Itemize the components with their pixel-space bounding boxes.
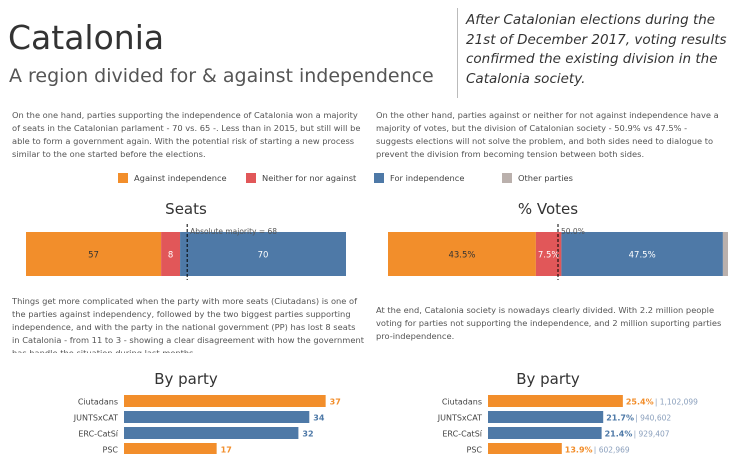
votes-chart: 43.5% 7.5% 47.5% 50.0% [388, 224, 728, 280]
party-seats-value-label-2: 32 [302, 430, 313, 439]
party-seats-value-label-1: 34 [313, 414, 325, 423]
legend-label: Other parties [518, 173, 573, 183]
party-seats-value-label-3: 17 [221, 446, 232, 454]
party-votes-bar-2 [488, 427, 602, 439]
party-votes-votes-label-2: | 929,407 [634, 430, 670, 439]
paragraph-votes-intro: On the other hand, parties against or ne… [376, 110, 719, 159]
legend: Against independence Neither for nor aga… [0, 173, 736, 187]
header-divider [457, 8, 458, 98]
party-votes-value-label-1: 21.7% [606, 414, 634, 423]
legend-item-against[interactable]: Against independence [118, 173, 227, 183]
by-party-seats-title: By party [154, 370, 218, 388]
paragraph-seats-intro: On the one hand, parties supporting the … [12, 110, 361, 159]
party-votes-value-label-2: 21.4% [605, 430, 633, 439]
party-votes-bar-3 [488, 443, 562, 454]
party-votes-value-label-0: 25.4% [626, 398, 654, 407]
paragraph-by-party-seats: Things get more complicated when the par… [12, 296, 364, 353]
votes-label-0: 43.5% [448, 251, 475, 261]
party-seats-category-label-1: JUNTSxCAT [73, 414, 118, 423]
party-seats-bar-2 [124, 427, 299, 439]
party-votes-category-label-1: JUNTSxCAT [437, 414, 482, 423]
party-votes-category-label-0: Ciutadans [442, 398, 482, 407]
legend-swatch-against [118, 173, 128, 183]
legend-item-neither[interactable]: Neither for nor against [246, 173, 356, 183]
votes-reference-label: 50.0% [561, 227, 585, 236]
paragraph-by-party-votes: At the end, Catalonia society is nowaday… [376, 305, 722, 341]
party-seats-value-label-0: 37 [330, 398, 341, 407]
seats-label-2: 70 [258, 251, 269, 261]
votes-segment-2 [561, 232, 723, 276]
votes-segment-1 [535, 232, 562, 276]
legend-swatch-other [502, 173, 512, 183]
party-votes-value-label-3: 13.9% [565, 446, 593, 454]
party-seats-category-label-3: PSC [103, 446, 119, 454]
seats-segment-0 [26, 232, 162, 276]
legend-label: For independence [390, 173, 465, 183]
legend-label: Against independence [134, 173, 227, 183]
party-seats-bar-0 [124, 395, 326, 407]
by-party-votes-title: By party [516, 370, 580, 388]
party-votes-votes-label-1: | 940,602 [635, 414, 671, 423]
party-votes-votes-label-0: | 1,102,099 [655, 398, 698, 407]
party-votes-category-label-3: PSC [467, 446, 483, 454]
intro-quote: After Catalonian elections during the 21… [466, 12, 727, 87]
page-subtitle: A region divided for & against independe… [9, 65, 434, 87]
legend-swatch-neither [246, 173, 256, 183]
seats-reference-label: Absolute majority = 68 [190, 227, 277, 236]
party-seats-category-label-0: Ciutadans [78, 398, 118, 407]
votes-segment-0 [388, 232, 536, 276]
by-party-seats-chart: Ciutadans 37 JUNTSxCAT 34 ERC-CatSí 32 PSC 17 [73, 395, 341, 454]
legend-label: Neither for nor against [262, 173, 357, 183]
seats-label-1: 8 [168, 251, 173, 261]
votes-label-1: 7.5% [538, 251, 560, 261]
legend-swatch-for [374, 173, 384, 183]
seats-label-0: 57 [88, 251, 99, 261]
legend-item-other[interactable]: Other parties [502, 173, 573, 183]
votes-segment-3 [722, 232, 728, 276]
party-seats-bar-3 [124, 443, 217, 454]
party-votes-category-label-2: ERC-CatSí [442, 430, 482, 439]
seats-segment-2 [180, 232, 346, 276]
seats-chart-title: Seats [165, 200, 207, 218]
votes-chart-title: % Votes [517, 200, 579, 218]
votes-label-2: 47.5% [629, 251, 656, 261]
party-votes-votes-label-3: | 602,969 [594, 446, 630, 454]
seats-chart: 57 8 70 Absolute majority = 68 [26, 224, 346, 280]
party-votes-bar-1 [488, 411, 604, 423]
party-seats-bar-1 [124, 411, 310, 423]
legend-item-for[interactable]: For independence [374, 173, 464, 183]
page-title: Catalonia [8, 18, 165, 57]
seats-segment-1 [161, 232, 181, 276]
party-seats-category-label-2: ERC-CatSí [78, 430, 118, 439]
party-votes-bar-0 [488, 395, 623, 407]
